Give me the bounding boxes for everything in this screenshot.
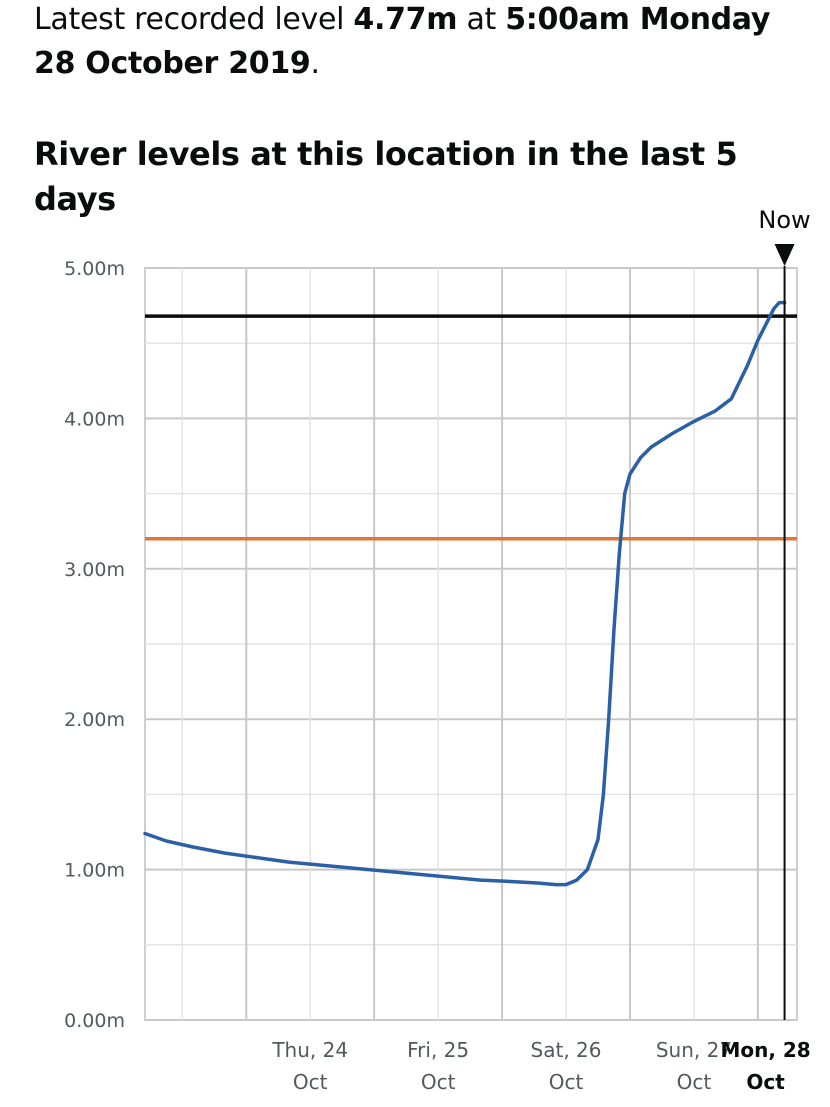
chart-grid bbox=[144, 267, 798, 1021]
chart-series bbox=[143, 300, 787, 887]
y-tick-label: 1.00m bbox=[64, 860, 125, 882]
now-triangle-icon bbox=[774, 244, 795, 266]
y-tick-label: 0.00m bbox=[64, 1010, 125, 1032]
latest-suffix: . bbox=[310, 46, 321, 81]
threshold-lines bbox=[145, 314, 797, 541]
chart-axes: 0.00m 1.00m 2.00m 3.00m 4.00m 5.00m Thu, 24 Oct… bbox=[64, 258, 811, 1094]
x-tick-label: Oct bbox=[746, 1070, 785, 1094]
y-tick-label: 3.00m bbox=[64, 559, 125, 581]
x-tick-label: Mon, 28 bbox=[720, 1038, 810, 1062]
y-tick-label: 2.00m bbox=[64, 709, 125, 731]
now-label: Now bbox=[758, 206, 810, 234]
x-tick-label: Sun, 27 bbox=[656, 1038, 732, 1062]
x-tick-label: Sat, 26 bbox=[531, 1038, 602, 1062]
x-tick-label: Oct bbox=[293, 1070, 328, 1094]
latest-level-text: Latest recorded level 4.77m at 5:00am Mo… bbox=[34, 0, 814, 86]
latest-prefix: Latest recorded level bbox=[34, 2, 345, 37]
now-marker: Now bbox=[758, 206, 811, 1020]
latest-level-value: 4.77m bbox=[353, 2, 458, 37]
chart-heading: River levels at this location in the las… bbox=[34, 135, 738, 218]
x-tick-label: Thu, 24 bbox=[271, 1038, 348, 1062]
latest-datetime: 5:00am Monday 28 October 2019 bbox=[34, 2, 771, 81]
x-tick-label: Oct bbox=[677, 1070, 712, 1094]
river-level-line bbox=[143, 300, 787, 887]
x-tick-label: Oct bbox=[549, 1070, 584, 1094]
y-tick-label: 5.00m bbox=[64, 258, 125, 280]
river-level-chart: Now 0.00m 1.00m 2.00m 3.00m 4.00m 5.00m Thu, 2… bbox=[64, 206, 811, 1094]
latest-at: at bbox=[466, 2, 496, 37]
x-tick-label: Oct bbox=[421, 1070, 456, 1094]
x-tick-label: Fri, 25 bbox=[407, 1038, 469, 1062]
y-tick-label: 4.00m bbox=[64, 408, 125, 430]
